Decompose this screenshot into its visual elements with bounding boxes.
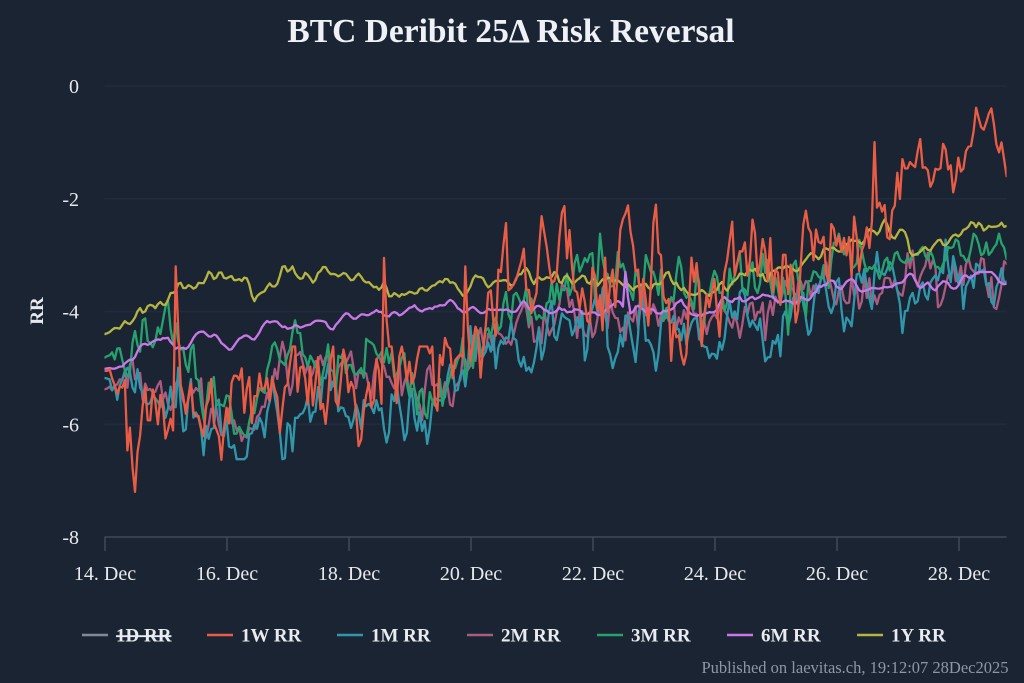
svg-text:-8: -8	[62, 527, 79, 549]
svg-text:1D RR: 1D RR	[116, 626, 172, 647]
svg-text:26. Dec: 26. Dec	[806, 563, 868, 585]
svg-text:-6: -6	[62, 414, 79, 436]
svg-text:1W RR: 1W RR	[241, 626, 302, 647]
svg-text:Published on laevitas.ch, 19:1: Published on laevitas.ch, 19:12:07 28Dec…	[701, 658, 1008, 677]
svg-text:18. Dec: 18. Dec	[318, 563, 380, 585]
svg-text:16. Dec: 16. Dec	[196, 563, 258, 585]
svg-text:20. Dec: 20. Dec	[440, 563, 502, 585]
svg-text:3M RR: 3M RR	[631, 626, 691, 647]
svg-text:24. Dec: 24. Dec	[684, 563, 746, 585]
svg-text:1Y RR: 1Y RR	[891, 626, 946, 647]
svg-text:14. Dec: 14. Dec	[74, 563, 136, 585]
svg-text:BTC Deribit 25Δ Risk Reversal: BTC Deribit 25Δ Risk Reversal	[287, 13, 734, 50]
svg-text:-2: -2	[62, 189, 79, 211]
svg-text:22. Dec: 22. Dec	[562, 563, 624, 585]
svg-text:RR: RR	[27, 297, 48, 325]
svg-text:6M RR: 6M RR	[761, 626, 821, 647]
svg-text:0: 0	[69, 76, 79, 98]
svg-text:28. Dec: 28. Dec	[928, 563, 990, 585]
svg-text:-4: -4	[62, 302, 79, 324]
svg-text:1M RR: 1M RR	[371, 626, 431, 647]
svg-text:2M RR: 2M RR	[501, 626, 561, 647]
